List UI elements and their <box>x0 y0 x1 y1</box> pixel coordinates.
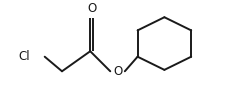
Text: O: O <box>87 2 96 15</box>
Text: Cl: Cl <box>18 50 30 63</box>
Text: O: O <box>112 65 122 78</box>
